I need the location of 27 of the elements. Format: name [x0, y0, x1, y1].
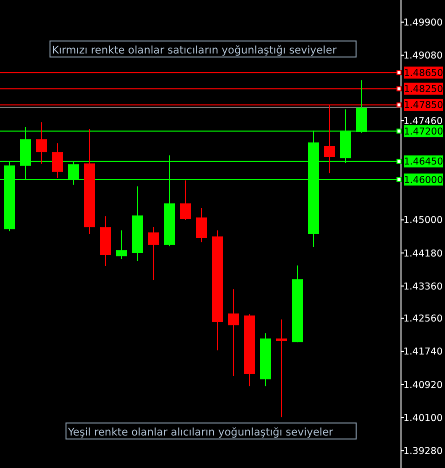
y-tick-label: 1.39280	[403, 446, 443, 457]
y-tick-label: 1.42560	[403, 314, 443, 325]
ref-line-label: 1.48250	[404, 84, 444, 96]
y-tick-label: 1.43360	[403, 281, 443, 292]
ref-line-label: 1.46000	[404, 174, 444, 186]
candlestick	[148, 226, 159, 280]
y-tick-label: 1.49080	[403, 50, 443, 62]
annotation: Yeşil renkte olanlar alıcıların yoğunlaştığı seviyeler	[67, 426, 334, 439]
y-tick-label: 1.41740	[403, 346, 443, 358]
candlestick	[116, 230, 127, 260]
candlestick	[52, 142, 63, 178]
candlestick	[36, 122, 47, 164]
ref-line-label: 1.47850	[404, 100, 444, 112]
candlestick	[196, 208, 207, 243]
ref-line-label: 1.48650	[404, 68, 444, 79]
ref-line-label: 1.46450	[404, 156, 444, 168]
annotation: Kırmızı renkte olanlar satıcıların yoğunlaştığı seviyeler	[52, 44, 338, 57]
candlestick	[228, 288, 239, 377]
y-tick-label: 1.40100	[403, 412, 443, 424]
y-tick-label: 1.47460	[403, 116, 443, 127]
y-tick-label: 1.49900	[403, 18, 443, 29]
y-tick-label: 1.40920	[403, 380, 443, 391]
candlestick	[276, 319, 287, 418]
ref-line-label: 1.47200	[404, 126, 444, 138]
y-tick-label: 1.44180	[403, 248, 443, 260]
y-tick-label: 1.45000	[403, 215, 443, 226]
candlestick	[180, 180, 191, 220]
